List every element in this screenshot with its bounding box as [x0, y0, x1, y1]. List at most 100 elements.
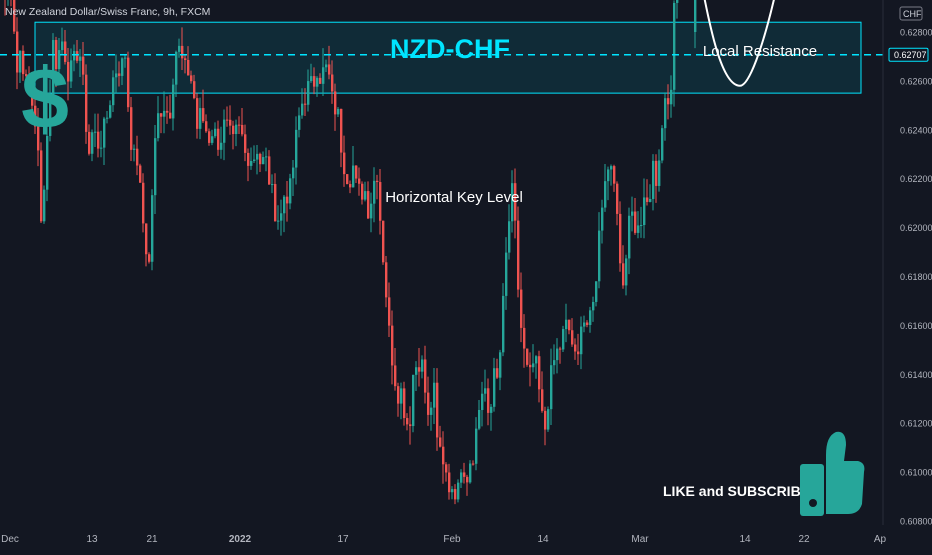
- candle-body: [511, 183, 514, 222]
- candle-body: [52, 40, 55, 99]
- candle-body: [244, 134, 247, 153]
- candle-body: [517, 220, 520, 290]
- candle-body: [205, 121, 208, 132]
- candle-body: [610, 166, 613, 170]
- candle-body: [235, 124, 238, 135]
- candle-body: [571, 330, 574, 345]
- candle-body: [646, 197, 649, 202]
- candle-body: [400, 388, 403, 404]
- candle-body: [316, 77, 319, 87]
- candle-body: [601, 207, 604, 231]
- candle-body: [145, 223, 148, 255]
- candle-body: [22, 50, 25, 75]
- candle-body: [598, 230, 601, 282]
- candle-body: [157, 113, 160, 139]
- candle-body: [652, 160, 655, 199]
- candle-body: [85, 74, 88, 132]
- candle-body: [46, 135, 49, 190]
- candle-body: [37, 126, 40, 151]
- thumb-button: [809, 499, 817, 507]
- candle-body: [541, 389, 544, 411]
- y-tick-label: 0.61800: [900, 272, 932, 282]
- candle-body: [490, 406, 493, 413]
- candle-body: [403, 388, 406, 419]
- candle-body: [214, 128, 217, 137]
- candle-body: [97, 131, 100, 149]
- candle-body: [58, 50, 61, 70]
- y-tick-label: 0.62000: [900, 223, 932, 233]
- candle-body: [70, 60, 73, 82]
- candle-body: [325, 64, 328, 68]
- candle-body: [505, 252, 508, 296]
- candle-body: [28, 75, 31, 89]
- candle-body: [667, 98, 670, 105]
- candle-body: [496, 368, 499, 378]
- x-tick-label: Feb: [443, 534, 461, 545]
- candle-body: [55, 40, 58, 70]
- candle-body: [340, 108, 343, 153]
- candle-body: [559, 348, 562, 350]
- candle-body: [412, 374, 415, 427]
- candle-body: [337, 108, 340, 115]
- candle-body: [343, 152, 346, 175]
- candle-body: [100, 147, 103, 149]
- y-tick-label: 0.62200: [900, 174, 932, 184]
- candle-body: [304, 103, 307, 105]
- candle-body: [421, 359, 424, 372]
- currency-badge: [899, 6, 923, 21]
- candle-body: [142, 182, 145, 224]
- candle-body: [487, 388, 490, 413]
- candle-body: [364, 191, 367, 200]
- candle-body: [451, 489, 454, 493]
- y-tick-label: 0.61400: [900, 370, 932, 380]
- x-tick-label: 22: [798, 534, 810, 545]
- candle-body: [40, 150, 43, 222]
- x-tick-label: 13: [86, 534, 98, 545]
- candle-body: [661, 128, 664, 161]
- candle-body: [292, 167, 295, 179]
- candle-body: [250, 161, 253, 166]
- candle-body: [625, 258, 628, 286]
- projection-arrow: [703, 0, 775, 87]
- symbol-title[interactable]: New Zealand Dollar/Swiss Franc, 9h, FXCM: [5, 6, 211, 18]
- y-tick-label: 0.60800: [900, 517, 932, 527]
- candle-body: [526, 348, 529, 365]
- candle-body: [67, 61, 70, 82]
- candle-body: [544, 410, 547, 430]
- candle-body: [166, 110, 169, 113]
- candle-body: [556, 348, 559, 361]
- candle-body: [562, 329, 565, 350]
- candle-body: [472, 463, 475, 465]
- candle-body: [289, 178, 292, 204]
- candle-body: [298, 115, 301, 130]
- candle-body: [133, 148, 136, 150]
- x-tick-label: Mar: [631, 534, 649, 545]
- candle-body: [76, 51, 79, 61]
- candle-body: [139, 165, 142, 183]
- candle-body: [277, 220, 280, 222]
- candle-body: [109, 105, 112, 118]
- candle-body: [91, 132, 94, 154]
- candle-body: [358, 178, 361, 184]
- chart-title: NZD-CHF: [390, 34, 510, 64]
- candle-body: [118, 73, 121, 76]
- candle-body: [193, 81, 196, 99]
- candle-body: [385, 262, 388, 298]
- candle-body: [406, 418, 409, 425]
- key-level-label: Horizontal Key Level: [385, 189, 523, 206]
- candle-body: [634, 211, 637, 233]
- candle-body: [136, 148, 139, 166]
- candle-body: [160, 113, 163, 117]
- candle-body: [640, 225, 643, 227]
- candle-body: [649, 198, 652, 202]
- candle-body: [565, 319, 568, 330]
- candle-body: [259, 153, 262, 165]
- candle-body: [178, 45, 181, 52]
- candle-body: [547, 409, 550, 430]
- candle-body: [124, 57, 127, 59]
- candle-body: [169, 112, 172, 119]
- candle-body: [508, 221, 511, 253]
